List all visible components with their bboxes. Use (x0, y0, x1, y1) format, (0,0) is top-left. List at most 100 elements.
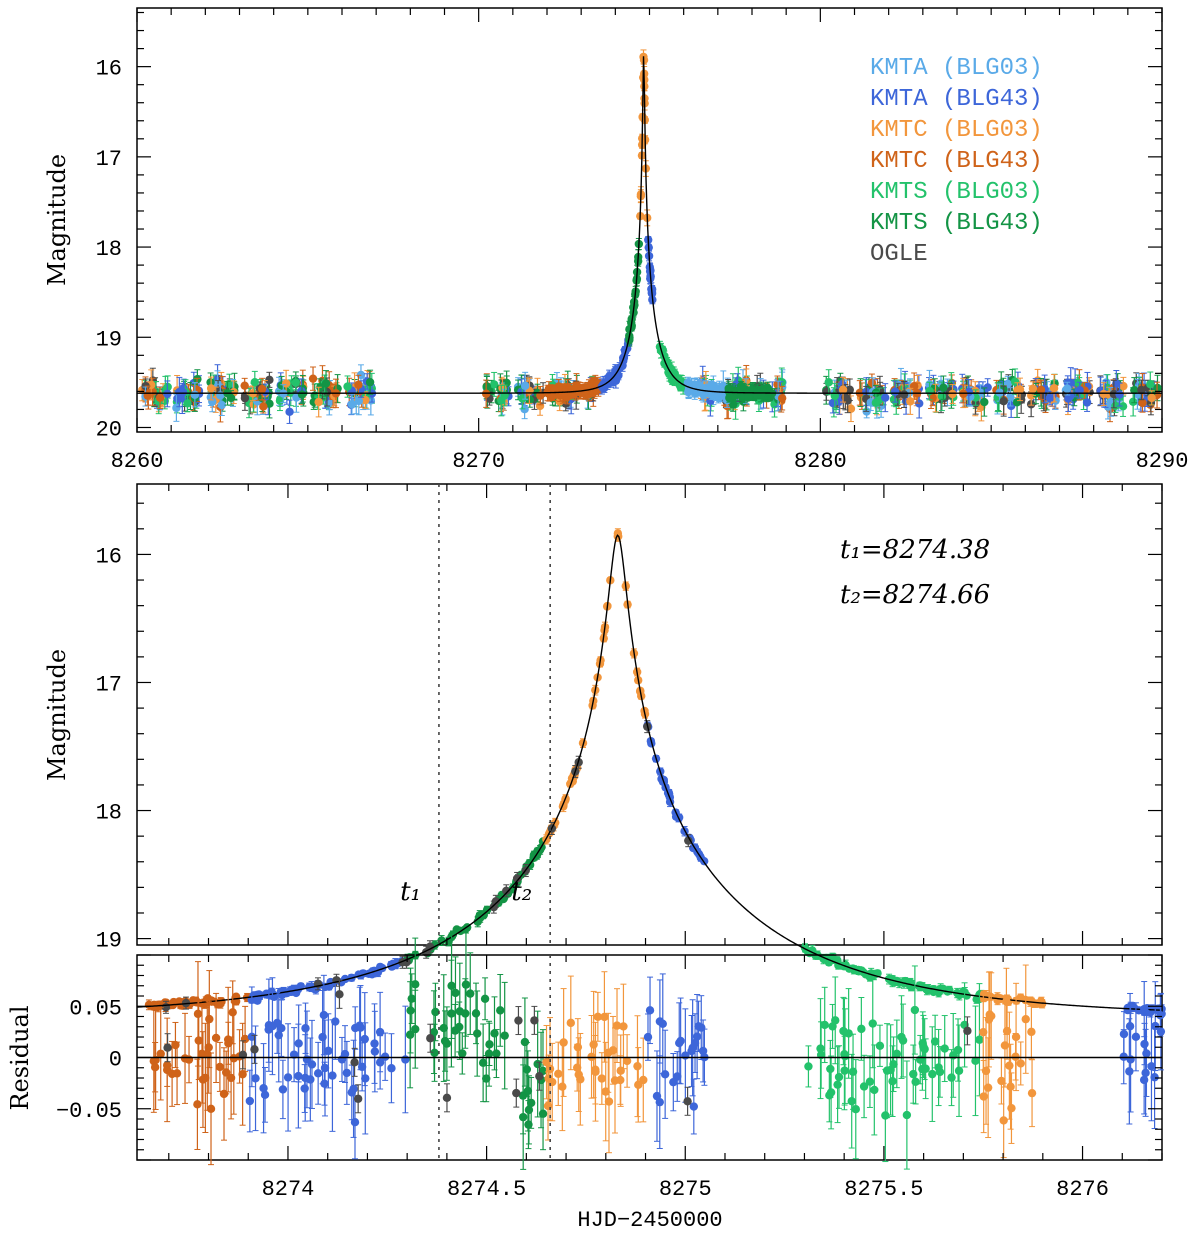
data-point (1015, 385, 1025, 394)
data-point (845, 385, 854, 394)
data-point (1075, 385, 1084, 395)
data-point (625, 325, 634, 334)
data-point (208, 397, 217, 406)
data-point (217, 400, 227, 410)
data-point (473, 917, 482, 926)
data-point (871, 398, 881, 407)
data-point (520, 381, 530, 390)
data-point (1028, 384, 1038, 393)
data-point (259, 402, 268, 411)
x-tick-label: 8290 (1136, 449, 1189, 474)
data-point (285, 407, 294, 416)
data-point (1049, 384, 1059, 393)
data-point (1146, 380, 1155, 389)
data-point (321, 379, 331, 388)
legend-entry: KMTS (BLG43) (870, 210, 1043, 237)
data-point (155, 393, 165, 403)
legend-entry: KMTA (BLG03) (870, 55, 1043, 82)
data-point (314, 397, 323, 407)
data-point (906, 397, 915, 406)
data-point (881, 393, 890, 402)
data-point (948, 389, 957, 399)
data-point (265, 375, 274, 385)
data-point (1082, 398, 1092, 407)
data-point (308, 374, 318, 383)
y-tick-label: 17 (96, 147, 122, 172)
data-point (744, 393, 753, 402)
data-point (838, 385, 848, 394)
y-tick-label: 20 (96, 417, 122, 442)
data-point (983, 383, 992, 392)
data-point (999, 396, 1008, 406)
top-panel: 8260 8270 8280 8290 16 17 18 19 20 Magnitude KMTA … (43, 7, 1189, 474)
data-point (518, 394, 527, 403)
legend-entry: KMTS (BLG03) (870, 179, 1043, 206)
data-point (777, 393, 787, 403)
data-point (1130, 385, 1139, 395)
data-point (828, 398, 838, 408)
data-point (250, 378, 260, 387)
data-point (297, 390, 307, 399)
data-point (1147, 393, 1156, 403)
data-point (489, 380, 499, 389)
data-point (190, 390, 200, 399)
legend-entry: KMTA (BLG43) (870, 86, 1043, 113)
legend-entry: OGLE (870, 241, 928, 268)
data-point (172, 403, 181, 413)
data-point (980, 397, 989, 407)
model-curve (137, 56, 1162, 394)
data-point (347, 399, 357, 409)
data-point (535, 401, 545, 411)
data-point (890, 387, 900, 396)
legend: KMTA (BLG03) KMTA (BLG43) KMTC (BLG03) KMTC… (870, 55, 1043, 268)
data-point (1036, 385, 1046, 395)
data-point (216, 999, 225, 1009)
data-point (1128, 397, 1138, 406)
data-point (178, 387, 188, 397)
data-point (683, 378, 693, 387)
data-point (240, 381, 249, 390)
x-tick-label: 8280 (794, 449, 847, 474)
data-point (707, 380, 716, 389)
data-point (1119, 381, 1128, 391)
data-point (482, 382, 492, 391)
data-point (448, 930, 458, 939)
data-point (1137, 385, 1146, 395)
y-tick-label: 18 (96, 237, 122, 262)
data-point (567, 389, 577, 398)
data-point (354, 396, 364, 406)
data-point (169, 999, 178, 1008)
data-point (343, 382, 352, 391)
data-point (1115, 390, 1124, 399)
data-point (1138, 398, 1147, 408)
data-point (824, 378, 833, 387)
data-point (1062, 384, 1072, 393)
data-point (708, 386, 717, 395)
data-point (279, 987, 288, 996)
data-point (216, 391, 225, 400)
legend-entry: KMTC (BLG03) (870, 117, 1043, 144)
data-point (281, 379, 291, 388)
data-point (899, 390, 909, 399)
x-tick-label: 8260 (111, 449, 164, 474)
data-point (939, 383, 948, 392)
data-point (206, 384, 216, 393)
x-tick-label: 8270 (452, 449, 505, 474)
y-tick-label: 16 (96, 57, 122, 82)
y-tick-label: 19 (96, 327, 122, 352)
data-point (1045, 393, 1055, 403)
legend-entry: KMTC (BLG43) (870, 148, 1043, 175)
data-point (1118, 402, 1128, 411)
plot-frame (136, 483, 1163, 946)
y-axis-title: Magnitude (43, 154, 71, 286)
data-point (1099, 389, 1108, 399)
data-point (240, 393, 250, 403)
data-point (257, 384, 267, 394)
data-point (291, 378, 300, 387)
data-point (698, 387, 707, 396)
data-point (183, 399, 192, 408)
data-point (733, 386, 742, 396)
data-point (354, 380, 363, 389)
